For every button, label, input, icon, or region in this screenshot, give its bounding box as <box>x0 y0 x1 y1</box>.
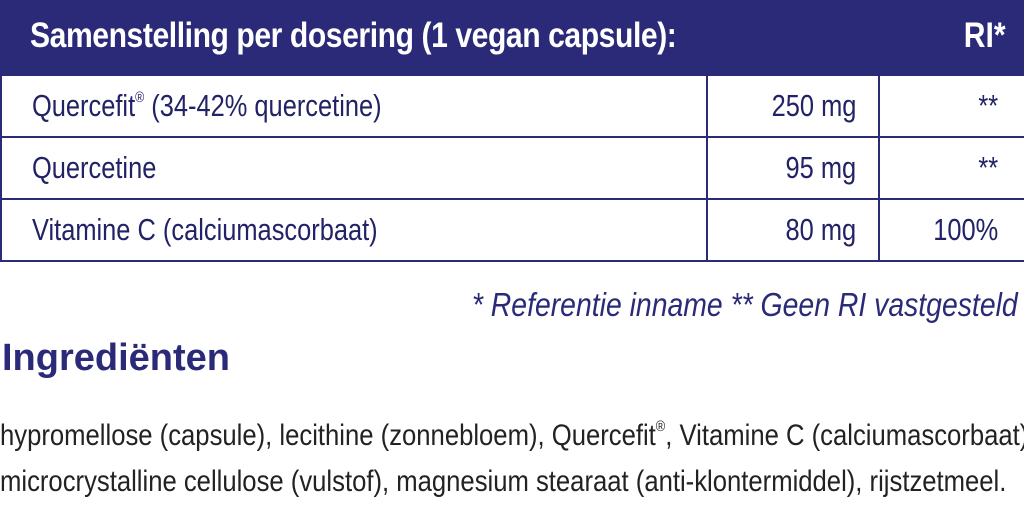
composition-table: Samenstelling per dosering (1 vegan caps… <box>0 0 1024 262</box>
row-amount: 250 mg <box>771 88 856 123</box>
row-amount-cell: 95 mg <box>708 138 880 198</box>
table-row: Quercetine 95 mg ** <box>2 136 1024 198</box>
row-name-rest: (34-42% quercetine) <box>144 88 382 123</box>
ingredients-line-1-a: hypromellose (capsule), lecithine (zonne… <box>0 419 656 452</box>
row-ri: ** <box>978 150 998 185</box>
row-amount: 95 mg <box>785 150 856 185</box>
row-amount-cell: 250 mg <box>708 76 880 136</box>
row-name: Vitamine C (calciumascorbaat) <box>32 212 378 247</box>
table-header: Samenstelling per dosering (1 vegan caps… <box>2 0 1024 74</box>
row-name-main: Quercefit <box>32 88 136 123</box>
row-amount-cell: 80 mg <box>708 200 880 260</box>
registered-mark: ® <box>655 418 666 435</box>
row-name-cell: Quercetine <box>2 138 708 198</box>
header-label: Samenstelling per dosering (1 vegan caps… <box>30 16 677 55</box>
row-name: Quercetine <box>32 150 157 185</box>
ingredients-line-1-b: , Vitamine C (calciumascorbaat), <box>665 419 1024 452</box>
footnote: * Referentie inname ** Geen RI vastgeste… <box>472 286 1018 323</box>
ingredients-title: Ingrediënten <box>2 337 231 379</box>
row-ri-cell: ** <box>880 76 1024 136</box>
ingredients-text: hypromellose (capsule), lecithine (zonne… <box>0 404 1024 505</box>
row-ri: 100% <box>932 212 998 247</box>
row-name-cell: Quercefit® (34-42% quercetine) <box>2 76 708 136</box>
row-amount: 80 mg <box>785 212 856 247</box>
row-name-cell: Vitamine C (calciumascorbaat) <box>2 200 708 260</box>
row-ri-cell: 100% <box>880 200 1024 260</box>
table-row: Quercefit® (34-42% quercetine) 250 mg ** <box>2 74 1024 136</box>
registered-mark: ® <box>135 89 145 106</box>
ingredients-line-2: microcrystalline cellulose (vulstof), ma… <box>0 465 1007 498</box>
row-name: Quercefit® (34-42% quercetine) <box>32 88 382 124</box>
header-ri: RI* <box>964 16 1006 55</box>
table-row: Vitamine C (calciumascorbaat) 80 mg 100% <box>2 198 1024 260</box>
row-ri-cell: ** <box>880 138 1024 198</box>
ingredients-line-1: hypromellose (capsule), lecithine (zonne… <box>0 404 1024 459</box>
row-ri: ** <box>978 88 998 123</box>
